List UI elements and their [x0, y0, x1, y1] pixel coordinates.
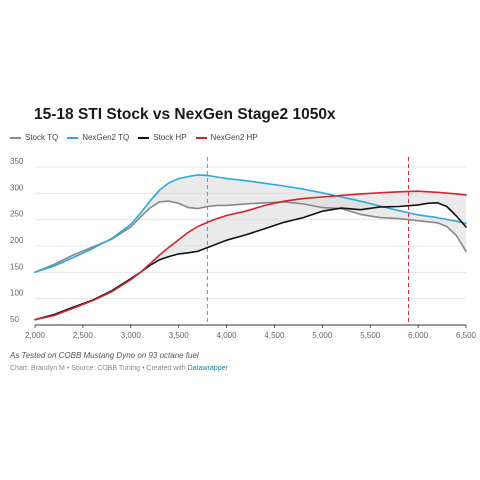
series-line	[34, 190, 467, 321]
x-tick-label: 6,000	[408, 331, 429, 340]
chart-note: As Tested on COBB Mustang Dyno on 93 oct…	[10, 351, 199, 360]
chart-series	[34, 174, 467, 321]
legend-label: NexGen2 HP	[210, 133, 258, 142]
x-tick-label: 4,500	[264, 331, 285, 340]
x-tick-label: 4,000	[217, 331, 238, 340]
y-tick-label: 150	[10, 262, 24, 271]
legend-swatch	[195, 136, 207, 139]
legend-swatch	[138, 136, 150, 139]
x-tick-label: 5,500	[360, 331, 381, 340]
datawrapper-link[interactable]: Datawrapper	[187, 365, 228, 372]
series-line	[34, 200, 467, 274]
legend-label: Stock TQ	[25, 133, 59, 142]
x-tick-label: 3,000	[121, 331, 142, 340]
legend-label: NexGen2 TQ	[82, 133, 130, 142]
shaded-region	[35, 174, 466, 273]
legend-item: NexGen2 TQ	[67, 133, 129, 142]
legend-item: Stock TQ	[10, 133, 58, 142]
x-tick-label: 6,500	[456, 331, 477, 340]
y-tick-label: 250	[10, 210, 24, 219]
reference-lines	[206, 157, 410, 325]
credit-text: Chart: Brandyn M • Source: COBB Tuning •…	[10, 365, 186, 372]
legend-label: Stock HP	[153, 133, 187, 142]
legend-swatch	[10, 136, 21, 139]
y-tick-label: 200	[10, 236, 24, 245]
x-tick-label: 3,500	[169, 331, 190, 340]
legend-item: NexGen2 HP	[195, 133, 258, 142]
x-tick-label: 2,000	[25, 331, 46, 340]
chart-credit: Chart: Brandyn M • Source: COBB Tuning •…	[10, 365, 228, 372]
x-tick-label: 5,000	[312, 331, 333, 340]
y-tick-label: 350	[10, 157, 24, 166]
chart-legend: Stock TQ NexGen2 TQ Stock HP NexGen2 HP	[10, 133, 258, 142]
legend-item: Stock HP	[138, 133, 187, 142]
line-chart: 50 100 150 200 250 300 350 2,000 2,500 3,000 3,50…	[10, 157, 477, 340]
legend-swatch	[67, 136, 79, 139]
x-tick-label: 2,500	[73, 331, 94, 340]
chart-title: 15-18 STI Stock vs NexGen Stage2 1050x	[34, 106, 336, 123]
x-axis-ticks: 2,000 2,500 3,000 3,500 4,000 4,500 5,000 5,500…	[25, 325, 477, 340]
y-tick-label: 300	[10, 183, 24, 192]
y-tick-label: 100	[10, 289, 24, 298]
y-tick-label: 50	[10, 315, 19, 324]
